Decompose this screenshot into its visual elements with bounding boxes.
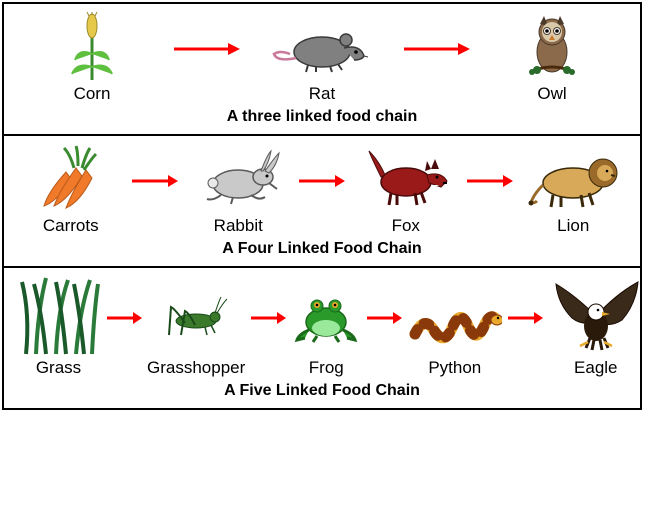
grass-icon [16, 276, 101, 356]
chain-row: Corn Rat [16, 12, 628, 104]
organism-lion: Lion [519, 144, 629, 236]
panel-caption: A Five Linked Food Chain [16, 378, 628, 402]
rat-icon [272, 12, 372, 82]
organism-label: Owl [537, 84, 566, 104]
grasshopper-icon [161, 276, 231, 356]
organism-owl: Owl [476, 12, 628, 104]
arrow-icon [361, 283, 407, 353]
organism-eagle: Eagle [548, 276, 643, 378]
panel-four-link: Carrots Rabbit [4, 136, 640, 268]
organism-label: Eagle [574, 358, 617, 378]
owl-icon [520, 12, 585, 82]
food-chains-figure: Corn Rat [2, 2, 642, 410]
arrow-icon [502, 283, 548, 353]
arrow-icon [168, 14, 246, 84]
eagle-icon [548, 276, 643, 356]
organism-carrots: Carrots [16, 144, 126, 236]
panel-caption: A Four Linked Food Chain [16, 236, 628, 260]
panel-five-link: Grass Grasshopper [4, 268, 640, 408]
frog-icon [291, 276, 361, 356]
panel-three-link: Corn Rat [4, 4, 640, 136]
arrow-icon [126, 146, 184, 216]
panel-caption: A three linked food chain [16, 104, 628, 128]
organism-corn: Corn [16, 12, 168, 104]
rabbit-icon [193, 144, 283, 214]
organism-fox: Fox [351, 144, 461, 236]
organism-label: Corn [74, 84, 111, 104]
organism-label: Frog [309, 358, 344, 378]
organism-label: Lion [557, 216, 589, 236]
arrow-icon [293, 146, 351, 216]
corn-icon [67, 12, 117, 82]
python-icon [407, 276, 502, 356]
organism-label: Carrots [43, 216, 99, 236]
organism-label: Grasshopper [147, 358, 245, 378]
carrots-icon [36, 144, 106, 214]
arrow-icon [245, 283, 291, 353]
chain-row: Grass Grasshopper [16, 276, 628, 378]
organism-python: Python [407, 276, 502, 378]
lion-icon [523, 144, 623, 214]
organism-label: Python [428, 358, 481, 378]
organism-grass: Grass [16, 276, 101, 378]
arrow-icon [101, 283, 147, 353]
organism-frog: Frog [291, 276, 361, 378]
fox-icon [361, 144, 451, 214]
organism-rat: Rat [246, 12, 398, 104]
organism-label: Rabbit [214, 216, 263, 236]
chain-row: Carrots Rabbit [16, 144, 628, 236]
organism-label: Fox [392, 216, 420, 236]
organism-grasshopper: Grasshopper [147, 276, 245, 378]
arrow-icon [461, 146, 519, 216]
organism-label: Rat [309, 84, 335, 104]
organism-rabbit: Rabbit [184, 144, 294, 236]
organism-label: Grass [36, 358, 81, 378]
arrow-icon [398, 14, 476, 84]
